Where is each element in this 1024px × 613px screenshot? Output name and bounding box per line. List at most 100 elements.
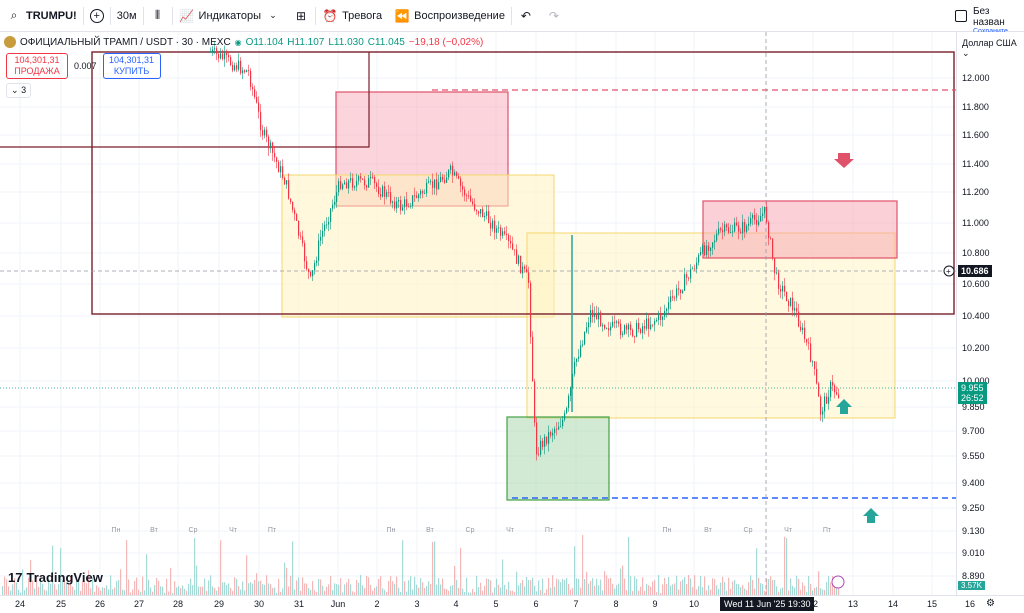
undo-button[interactable]: ↶ [512, 0, 540, 32]
volume-bar [246, 555, 248, 595]
candle-body [394, 201, 396, 209]
chart-type-button[interactable]: ⫴ [144, 0, 172, 32]
interval-button[interactable]: 30м [111, 0, 143, 32]
supply-zone-2[interactable] [702, 200, 898, 259]
candle-body [542, 440, 544, 447]
volume-bar [26, 587, 28, 595]
symbol-search[interactable]: ⌕ TRUMPU! [0, 0, 83, 32]
volume-bar [586, 571, 588, 595]
volume-bar [194, 537, 196, 595]
compare-button[interactable]: + [84, 0, 110, 32]
volume-bar [652, 581, 654, 595]
volume-bar [148, 579, 150, 595]
volume-bar [690, 578, 692, 595]
volume-bar [700, 575, 702, 595]
sell-button[interactable]: 104,301,31 ПРОДАЖА [6, 53, 68, 79]
candle-body [568, 395, 570, 408]
currency-selector[interactable]: Доллар США ⌄ [962, 38, 1024, 59]
volume-bar [426, 586, 428, 595]
weekday-label: Пт [823, 527, 832, 534]
demand-zone[interactable] [506, 416, 610, 501]
candle-body [396, 201, 398, 209]
indicators-button[interactable]: 📈 Индикаторы ⌄ [173, 0, 288, 32]
volume-bar [752, 580, 754, 595]
candle-body [504, 231, 506, 234]
candle-body [682, 290, 684, 294]
volume-bar [554, 586, 556, 595]
volume-bar [476, 575, 478, 595]
volume-bar [506, 589, 508, 595]
buy-button[interactable]: 104,301,31 КУПИТЬ [102, 53, 161, 79]
trend-box-line[interactable] [0, 52, 370, 148]
candle-body [244, 70, 246, 73]
layout-checkbox[interactable] [955, 10, 967, 22]
candle-body [478, 211, 480, 214]
candle-body [424, 193, 426, 195]
indicators-icon: 📈 [179, 8, 194, 23]
lightning-icon[interactable] [831, 575, 845, 589]
volume-bar [778, 591, 780, 595]
candle-body [662, 316, 664, 320]
candle-body [228, 55, 230, 58]
candle-body [288, 180, 290, 199]
time-axis[interactable]: 2425262728293031Jun23456789101213141516 [0, 595, 1024, 613]
candle-body [828, 396, 830, 404]
price-axis[interactable] [956, 32, 1024, 597]
volume-bar [222, 582, 224, 595]
candle-body [444, 179, 446, 183]
indicators-collapse-button[interactable]: ⌄ 3 [6, 83, 32, 98]
time-tick: 8 [613, 599, 619, 609]
crosshair-add-icon[interactable] [943, 265, 955, 277]
redo-button[interactable]: ↷ [540, 0, 568, 32]
volume-bar [168, 591, 170, 595]
tradingview-logo[interactable]: 17 TradingView [8, 570, 103, 585]
volume-bar [170, 567, 172, 595]
volume-bar [318, 579, 320, 595]
arrow-down-icon[interactable] [834, 153, 854, 168]
volume-bar [500, 587, 502, 595]
candle-body [482, 208, 484, 218]
candle-body [604, 325, 606, 329]
volume-bar [58, 584, 60, 595]
candle-body [364, 179, 366, 186]
candle-body [760, 215, 762, 222]
big-range-rectangle[interactable] [91, 51, 955, 315]
candle-body [298, 220, 300, 236]
volume-bar [524, 586, 526, 595]
volume-bar [782, 587, 784, 595]
candle-body [260, 111, 262, 130]
candle-body [254, 89, 256, 98]
volume-bar [182, 585, 184, 595]
volume-bar [192, 585, 194, 595]
volume-bar [422, 582, 424, 595]
volume-bar [76, 578, 78, 595]
volume-bar [146, 554, 148, 595]
alert-button[interactable]: ⏰ Тревога [316, 0, 388, 32]
arrow-up-icon[interactable] [836, 399, 852, 414]
candle-body [324, 224, 326, 231]
layout-name[interactable]: Без назван Сохраните [973, 6, 1024, 35]
settings-icon[interactable]: ⚙ [986, 598, 995, 609]
volume-bar [490, 580, 492, 595]
candle-body [320, 236, 322, 241]
buy-label: КУПИТЬ [113, 66, 150, 76]
price-chart[interactable]: + Пн Вт Ср Чт Пт Пн Вт Ср Чт Пт Пн Вт Ср Чт Пт [0, 32, 956, 595]
candle-body [562, 419, 564, 427]
candle-body [238, 60, 240, 70]
candle-body [520, 255, 522, 274]
volume-bar [650, 586, 652, 595]
candle-body [316, 260, 318, 264]
time-tick: 13 [847, 599, 859, 609]
volume-bar [430, 583, 432, 595]
layouts-button[interactable]: ⊞ [287, 0, 315, 32]
arrow-up-icon[interactable] [863, 508, 879, 523]
alert-label: Тревога [342, 9, 383, 22]
candle-body [282, 166, 284, 178]
volume-bar [598, 585, 600, 595]
candle-body [250, 70, 252, 87]
candle-body [302, 236, 304, 244]
volume-bar [600, 579, 602, 595]
replay-button[interactable]: ⏪ Воспроизведение [388, 0, 511, 32]
volume-bar [20, 592, 22, 595]
range-box-2[interactable] [526, 232, 896, 419]
